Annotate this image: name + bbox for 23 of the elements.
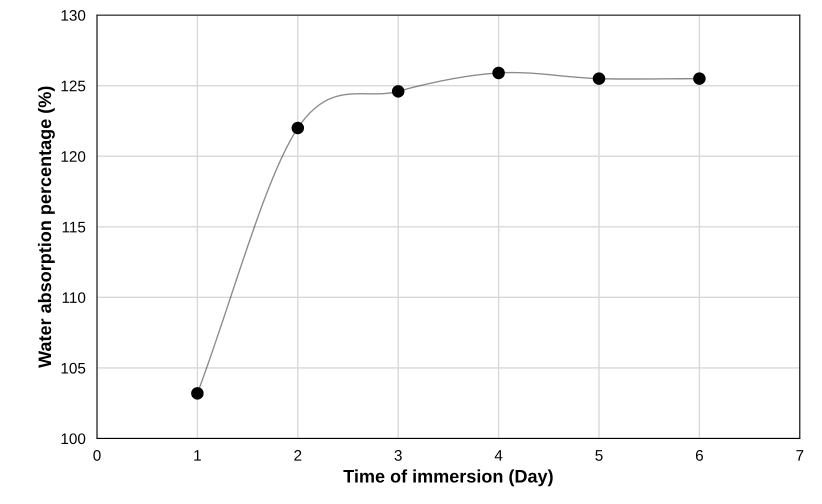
point — [592, 72, 606, 85]
x-tick-label: 4 — [494, 450, 502, 461]
y-tick-label: 100 — [62, 433, 86, 444]
x-tick-label: 1 — [194, 450, 201, 461]
y-tick-label: 125 — [62, 80, 86, 92]
y-tick-label: 130 — [62, 10, 86, 21]
y-axis-title: Water absorption percentage (%) — [38, 86, 55, 368]
y-tick-label: 105 — [62, 362, 86, 374]
y-tick-label: 115 — [62, 222, 86, 232]
x-tick-label: 3 — [394, 450, 402, 461]
x-tick-label: 5 — [595, 450, 603, 461]
x-axis-title: Time of immersion (Day) — [343, 469, 553, 486]
x-tick-label: 2 — [294, 450, 302, 461]
y-tick-label: 120 — [62, 151, 86, 162]
point — [693, 72, 706, 85]
x-tick-label: 7 — [796, 450, 804, 461]
y-tick-label: 110 — [62, 292, 86, 304]
x-tick-label: 6 — [696, 450, 703, 461]
point — [392, 85, 404, 98]
point — [492, 66, 505, 80]
point — [292, 122, 304, 134]
point — [191, 387, 204, 400]
x-tick-label: 0 — [93, 450, 101, 461]
